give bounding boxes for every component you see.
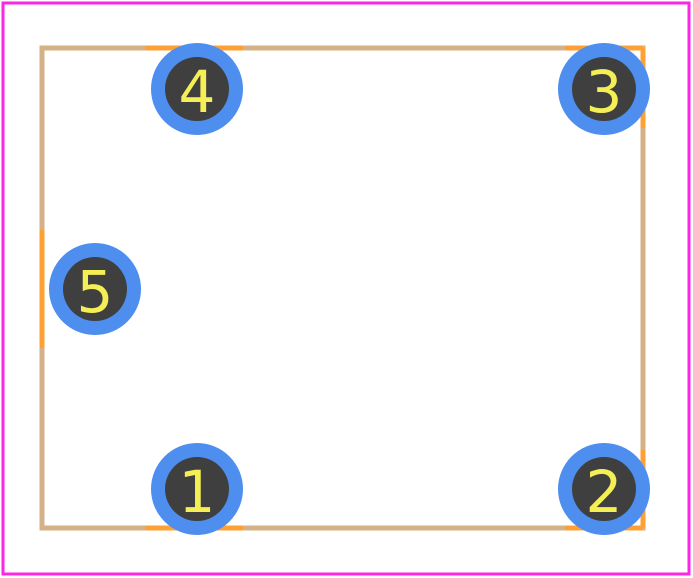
- pad-4[interactable]: 4: [151, 43, 243, 135]
- pad-label: 4: [179, 58, 216, 126]
- pad-3[interactable]: 3: [558, 43, 650, 135]
- pad-hole: [63, 257, 127, 321]
- pad-1[interactable]: 1: [151, 443, 243, 535]
- pad-hole: [572, 457, 636, 521]
- pad-label: 5: [77, 258, 114, 326]
- pad-hole: [165, 57, 229, 121]
- pad-hole: [572, 57, 636, 121]
- pad-2[interactable]: 2: [558, 443, 650, 535]
- pad-label: 1: [179, 458, 216, 526]
- pad-5[interactable]: 5: [49, 243, 141, 335]
- pad-label: 2: [586, 458, 623, 526]
- pad-hole: [165, 457, 229, 521]
- pad-label: 3: [586, 58, 623, 126]
